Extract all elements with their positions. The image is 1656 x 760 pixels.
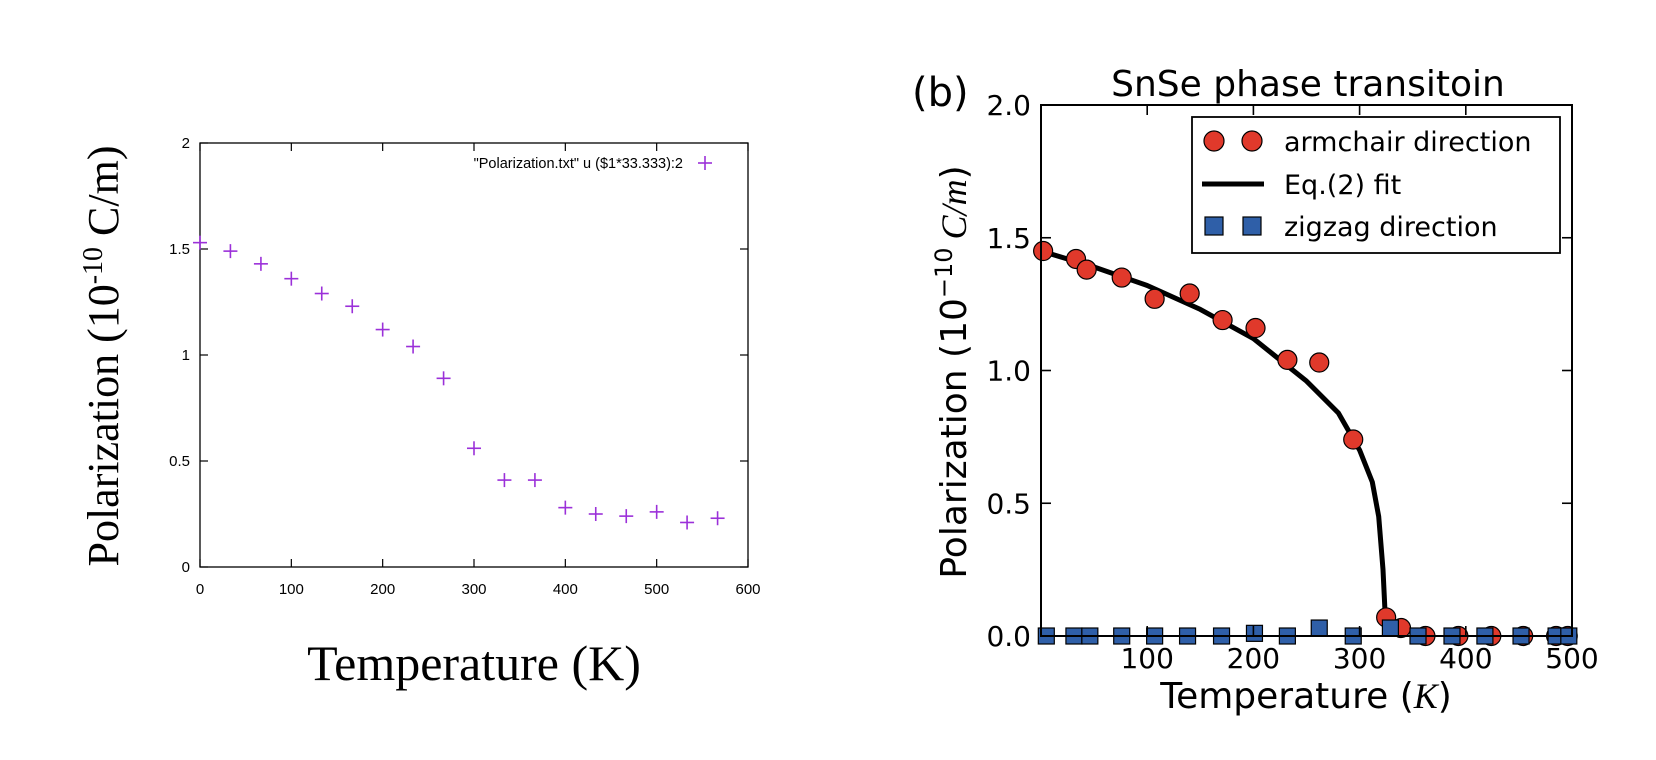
left-data-point	[406, 339, 421, 354]
armchair-point	[1179, 283, 1200, 304]
left-x-tick-label: 200	[370, 581, 395, 598]
left-tick-marks	[199, 142, 749, 568]
right-y-tick-label: 1.5	[986, 222, 1031, 255]
armchair-point	[1144, 288, 1165, 309]
right-y-tick-label: 0.0	[986, 620, 1031, 653]
left-legend-marker	[698, 156, 712, 170]
armchair-point	[1111, 267, 1132, 288]
armchair-point	[1033, 240, 1054, 262]
right-y-tick-label: 2.0	[986, 89, 1031, 122]
armchair-point	[1076, 259, 1097, 280]
left-plot-frame	[199, 142, 749, 568]
right-plot: (b) SnSe phase transitoin 100 200 300 400 50…	[912, 64, 1599, 717]
left-y-label-main: Polarization (10	[79, 284, 128, 566]
right-y-tick-label: 0.5	[986, 487, 1031, 520]
left-data-point	[284, 271, 299, 286]
left-legend-label: "Polarization.txt" u ($1*33.333):2	[474, 156, 683, 172]
legend-label-zigzag: zigzag direction	[1284, 212, 1498, 243]
armchair-point	[1245, 317, 1266, 339]
right-legend: armchair direction Eq.(2) fit zigzag dir…	[1191, 116, 1561, 254]
left-y-tick-label: 2	[182, 135, 190, 152]
left-x-tick-labels: 0 100 200 300 400 500 600	[196, 581, 761, 598]
right-x-tick-label: 100	[1120, 642, 1173, 675]
right-x-label-var: K	[1413, 676, 1440, 716]
armchair-point	[1309, 352, 1330, 373]
zigzag-point	[1310, 619, 1328, 637]
right-chart-title: SnSe phase transitoin	[1111, 64, 1505, 105]
legend-label-armchair: armchair direction	[1284, 127, 1531, 158]
right-y-tick-label: 1.0	[986, 355, 1031, 388]
left-data-point	[436, 371, 451, 386]
left-data-point	[497, 473, 512, 488]
left-y-tick-label: 0.5	[169, 453, 190, 470]
zigzag-point	[1245, 624, 1264, 642]
legend-label-fit: Eq.(2) fit	[1284, 170, 1401, 201]
legend-marker-armchair	[1203, 130, 1263, 152]
left-y-tick-labels: 0 0.5 1 1.5 2	[169, 135, 190, 576]
left-y-label-unit: C/m)	[79, 145, 128, 246]
left-data-point	[558, 500, 573, 515]
left-data-point	[649, 504, 664, 519]
left-x-tick-label: 0	[196, 581, 204, 598]
armchair-point	[1277, 349, 1298, 370]
right-y-axis-label: Polarization (10−10 C/m)	[930, 165, 975, 578]
left-data-point	[314, 286, 329, 301]
left-plot: 0 100 200 300 400 500 600 0 0.5 1 1.5 2 "Polarizat…	[78, 135, 761, 691]
left-y-tick-label: 1.5	[169, 241, 190, 258]
left-data-point	[467, 441, 481, 456]
left-data-point	[193, 235, 207, 250]
right-y-label-exp: −10	[930, 247, 958, 298]
right-y-tick-labels: 0.0 0.5 1.0 1.5 2.0	[986, 89, 1031, 653]
left-data-point	[680, 515, 695, 530]
right-x-tick-labels: 100 200 300 400 500	[1120, 642, 1598, 675]
left-y-label-exp: -10	[78, 247, 109, 284]
right-y-label-var: C/m	[934, 179, 974, 239]
right-panel-label: (b)	[912, 70, 969, 116]
left-x-tick-label: 300	[461, 581, 486, 598]
left-y-tick-label: 0	[182, 559, 190, 576]
left-x-tick-label: 400	[553, 581, 578, 598]
right-tick-marks	[1041, 104, 1573, 637]
right-x-tick-label: 500	[1545, 642, 1598, 675]
armchair-point	[1212, 309, 1233, 331]
left-x-tick-label: 600	[735, 581, 760, 598]
zigzag-point	[1381, 619, 1399, 637]
left-x-tick-label: 500	[644, 581, 669, 598]
left-x-axis-label: Temperature (K)	[307, 635, 641, 691]
left-data-point	[223, 244, 238, 259]
left-data-point	[375, 322, 390, 337]
right-y-label-main: Polarization (10	[934, 298, 975, 579]
right-x-tick-label: 200	[1227, 642, 1280, 675]
left-data-point	[588, 507, 603, 521]
left-y-axis-label: Polarization (10-10 C/m)	[78, 145, 128, 566]
right-x-tick-label: 400	[1439, 642, 1492, 675]
right-x-label-end: )	[1438, 676, 1452, 717]
left-y-tick-label: 1	[182, 347, 190, 364]
left-data-point	[253, 256, 268, 271]
right-x-axis-label: Temperature (K)	[1159, 676, 1452, 717]
right-data-series	[1033, 240, 1578, 647]
left-data-points	[193, 235, 725, 530]
right-y-label-end: )	[934, 165, 975, 179]
left-data-point	[527, 473, 542, 488]
left-data-point	[619, 509, 634, 524]
legend-marker-zigzag	[1204, 216, 1262, 236]
right-fit-line	[1040, 248, 1389, 637]
left-x-tick-label: 100	[279, 581, 304, 598]
right-x-label-main: Temperature (	[1159, 676, 1414, 717]
left-data-point	[710, 511, 725, 526]
right-x-tick-label: 300	[1333, 642, 1386, 675]
armchair-point	[1343, 429, 1364, 450]
left-data-point	[345, 299, 360, 314]
